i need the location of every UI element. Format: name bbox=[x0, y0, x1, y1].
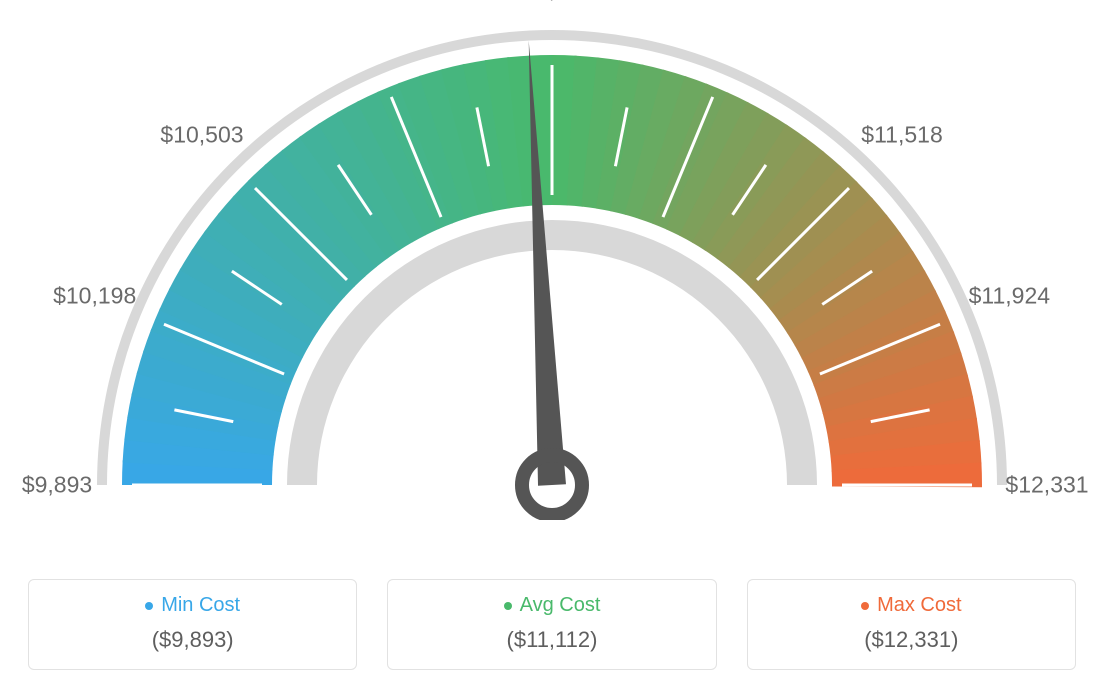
max-cost-card: Max Cost ($12,331) bbox=[747, 579, 1076, 670]
min-cost-title: Min Cost bbox=[145, 594, 240, 617]
avg-cost-card: Avg Cost ($11,112) bbox=[387, 579, 716, 670]
avg-cost-label: Avg Cost bbox=[520, 594, 601, 617]
gauge-tick-label: $9,893 bbox=[22, 472, 92, 499]
gauge-tick-label: $11,924 bbox=[969, 282, 1050, 309]
avg-cost-value: ($11,112) bbox=[398, 627, 705, 653]
max-cost-dot bbox=[861, 602, 869, 610]
gauge-tick-label: $11,112 bbox=[512, 0, 592, 4]
avg-cost-dot bbox=[504, 602, 512, 610]
gauge-tick-label: $11,518 bbox=[861, 121, 942, 148]
gauge-chart: $9,893 $10,198 $10,503 $11,112 $11,518 $11,92… bbox=[0, 0, 1104, 520]
avg-cost-title: Avg Cost bbox=[504, 594, 601, 617]
max-cost-label: Max Cost bbox=[877, 594, 961, 617]
gauge-svg bbox=[0, 0, 1104, 520]
min-cost-label: Min Cost bbox=[161, 594, 240, 617]
summary-row: Min Cost ($9,893) Avg Cost ($11,112) Max… bbox=[0, 579, 1104, 670]
min-cost-card: Min Cost ($9,893) bbox=[28, 579, 357, 670]
max-cost-value: ($12,331) bbox=[758, 627, 1065, 653]
gauge-tick-label: $10,198 bbox=[53, 282, 136, 309]
min-cost-value: ($9,893) bbox=[39, 627, 346, 653]
gauge-tick-label: $10,503 bbox=[160, 121, 243, 148]
min-cost-dot bbox=[145, 602, 153, 610]
max-cost-title: Max Cost bbox=[861, 594, 961, 617]
gauge-tick-label: $12,331 bbox=[1005, 472, 1088, 499]
